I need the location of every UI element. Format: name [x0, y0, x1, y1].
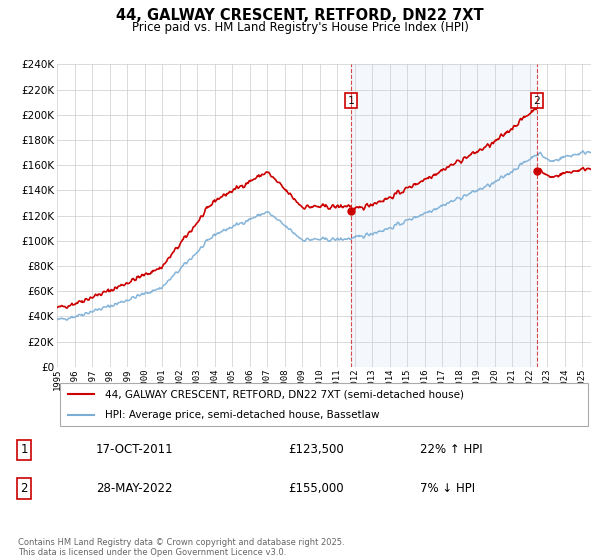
- Text: HPI: Average price, semi-detached house, Bassetlaw: HPI: Average price, semi-detached house,…: [105, 410, 380, 420]
- Text: £123,500: £123,500: [288, 443, 344, 456]
- Text: 1: 1: [347, 96, 355, 106]
- Text: 28-MAY-2022: 28-MAY-2022: [96, 482, 173, 495]
- Text: 2: 2: [20, 482, 28, 495]
- Text: Contains HM Land Registry data © Crown copyright and database right 2025.
This d: Contains HM Land Registry data © Crown c…: [18, 538, 344, 557]
- Text: £155,000: £155,000: [288, 482, 344, 495]
- Text: Price paid vs. HM Land Registry's House Price Index (HPI): Price paid vs. HM Land Registry's House …: [131, 21, 469, 34]
- Text: 2: 2: [533, 96, 540, 106]
- Bar: [351, 64, 537, 367]
- Text: 22% ↑ HPI: 22% ↑ HPI: [420, 443, 482, 456]
- FancyBboxPatch shape: [59, 383, 589, 426]
- Text: 44, GALWAY CRESCENT, RETFORD, DN22 7XT: 44, GALWAY CRESCENT, RETFORD, DN22 7XT: [116, 8, 484, 24]
- Text: 44, GALWAY CRESCENT, RETFORD, DN22 7XT (semi-detached house): 44, GALWAY CRESCENT, RETFORD, DN22 7XT (…: [105, 389, 464, 399]
- Text: 17-OCT-2011: 17-OCT-2011: [96, 443, 173, 456]
- Text: 7% ↓ HPI: 7% ↓ HPI: [420, 482, 475, 495]
- Text: 1: 1: [20, 443, 28, 456]
